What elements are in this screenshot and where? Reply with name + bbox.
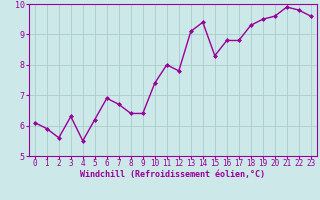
X-axis label: Windchill (Refroidissement éolien,°C): Windchill (Refroidissement éolien,°C)	[80, 170, 265, 179]
